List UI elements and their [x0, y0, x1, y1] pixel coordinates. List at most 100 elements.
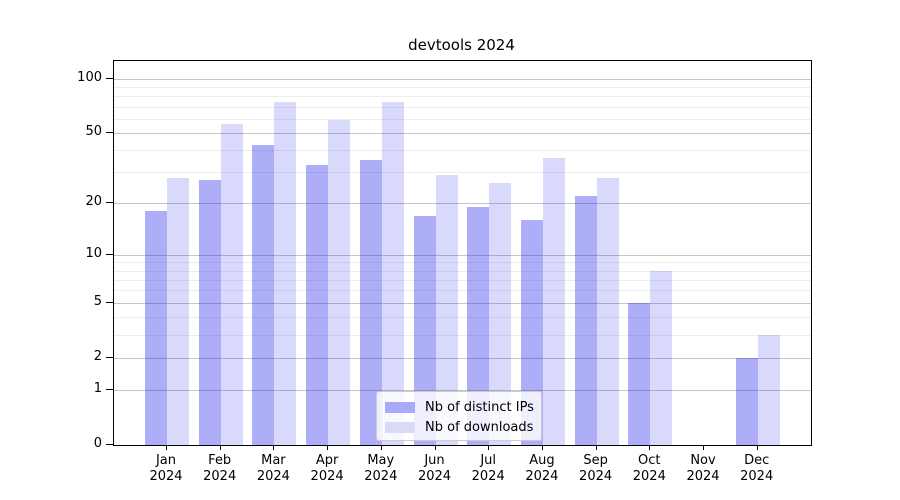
- bar-downloads: [167, 177, 189, 445]
- bar-distinct-ips: [467, 207, 490, 445]
- bar-distinct-ips: [574, 196, 597, 445]
- grid-line-minor: [114, 86, 811, 88]
- grid-line-major: [114, 389, 811, 391]
- grid-line-minor: [114, 172, 811, 174]
- x-tick-label-year: 2024: [417, 469, 452, 484]
- x-tick-mark: [756, 445, 758, 450]
- x-tick-label-year: 2024: [740, 469, 774, 484]
- x-tick-mark: [380, 445, 382, 450]
- bar-downloads: [757, 334, 780, 445]
- bar-distinct-ips: [145, 211, 167, 445]
- x-tick-label-year: 2024: [203, 469, 237, 484]
- grid-line-minor: [114, 270, 811, 272]
- grid-line-minor: [114, 118, 811, 120]
- bar-distinct-ips: [735, 357, 758, 445]
- x-tick-mark: [703, 445, 704, 450]
- legend: Nb of distinct IPs Nb of downloads: [376, 391, 542, 441]
- grid-line-minor: [114, 279, 811, 281]
- x-tick-label: Oct 2024: [619, 453, 679, 485]
- x-tick-label: Mar 2024: [243, 453, 303, 485]
- y-tick-label: 100: [77, 69, 102, 85]
- grid-line-minor: [114, 106, 811, 108]
- x-tick-label-year: 2024: [632, 469, 666, 484]
- x-tick-label: Aug 2024: [512, 453, 572, 485]
- y-tick-mark: [106, 356, 113, 358]
- bar-distinct-ips: [359, 160, 382, 445]
- bar-downloads: [328, 119, 351, 445]
- x-tick-label: Apr 2024: [297, 453, 357, 485]
- x-tick-mark: [219, 445, 221, 450]
- y-tick-label: 1: [93, 380, 102, 396]
- y-tick-label: 10: [85, 245, 102, 261]
- grid-line-minor: [114, 317, 811, 319]
- x-tick-label-year: 2024: [686, 469, 720, 484]
- bar-downloads: [435, 174, 458, 445]
- bar-distinct-ips: [252, 144, 275, 445]
- chart-title: devtools 2024: [408, 36, 515, 54]
- y-tick-mark: [106, 301, 113, 303]
- x-tick-label-year: 2024: [256, 469, 290, 484]
- x-tick-label: Jan 2024: [136, 453, 196, 485]
- bar-downloads: [220, 123, 243, 445]
- y-tick-mark: [106, 444, 113, 445]
- y-tick-label: 5: [93, 293, 102, 309]
- y-tick-mark: [106, 388, 113, 390]
- bar-downloads: [489, 183, 512, 445]
- legend-item-distinct-ips: Nb of distinct IPs: [385, 397, 534, 417]
- grid-line-minor: [114, 96, 811, 98]
- x-tick-mark: [595, 445, 597, 450]
- plot-area: [113, 60, 812, 446]
- x-tick-label-year: 2024: [579, 469, 613, 484]
- grid-line-minor: [114, 150, 811, 152]
- grid-line-major: [114, 132, 811, 134]
- x-tick-label: Feb 2024: [190, 453, 250, 485]
- legend-swatch-downloads: [385, 421, 415, 433]
- y-tick-mark: [106, 202, 113, 204]
- grid-line-major: [114, 254, 811, 256]
- bar-distinct-ips: [413, 215, 436, 445]
- x-tick-label: Dec 2024: [727, 453, 787, 485]
- bar-downloads: [596, 177, 619, 445]
- y-tick-mark: [106, 253, 113, 255]
- x-tick-label: Sep 2024: [566, 453, 626, 485]
- x-tick-label-year: 2024: [471, 469, 505, 484]
- bar-distinct-ips: [198, 180, 221, 445]
- x-tick-label-year: 2024: [364, 469, 398, 484]
- bar-distinct-ips: [520, 220, 543, 445]
- y-tick-label: 20: [85, 194, 102, 210]
- x-tick-label-year: 2024: [310, 469, 344, 484]
- bar-downloads: [542, 158, 565, 445]
- legend-label-downloads: Nb of downloads: [425, 419, 534, 435]
- bar-downloads: [381, 102, 404, 445]
- legend-item-downloads: Nb of downloads: [385, 417, 533, 437]
- y-tick-label: 0: [93, 436, 102, 451]
- x-tick-label-year: 2024: [149, 469, 183, 484]
- grid-line-minor: [114, 262, 811, 264]
- y-tick-label: 2: [93, 348, 102, 364]
- x-tick-label: Jun 2024: [405, 453, 465, 485]
- grid-line-major: [114, 78, 811, 80]
- x-tick-label-year: 2024: [525, 469, 559, 484]
- bar-distinct-ips: [306, 165, 329, 445]
- x-tick-mark: [649, 445, 651, 450]
- bar-distinct-ips: [628, 302, 651, 445]
- x-tick-label: May 2024: [351, 453, 411, 485]
- grid-line-minor: [114, 334, 811, 336]
- x-tick-label: Nov 2024: [673, 453, 733, 485]
- x-tick-mark: [434, 445, 436, 450]
- bar-downloads: [274, 102, 297, 445]
- grid-line-major: [114, 357, 811, 359]
- legend-swatch-distinct-ips: [385, 401, 415, 413]
- x-tick-mark: [327, 445, 329, 450]
- y-tick-mark: [106, 131, 113, 133]
- y-tick-mark: [106, 77, 113, 79]
- y-tick-label: 50: [85, 123, 102, 139]
- grid-line-major: [114, 203, 811, 205]
- bar-downloads: [650, 270, 673, 445]
- x-tick-mark: [541, 445, 543, 450]
- x-tick-mark: [488, 445, 490, 450]
- x-tick-label: Jul 2024: [458, 453, 518, 485]
- legend-label-distinct-ips: Nb of distinct IPs: [425, 399, 534, 415]
- grid-line-major: [114, 302, 811, 304]
